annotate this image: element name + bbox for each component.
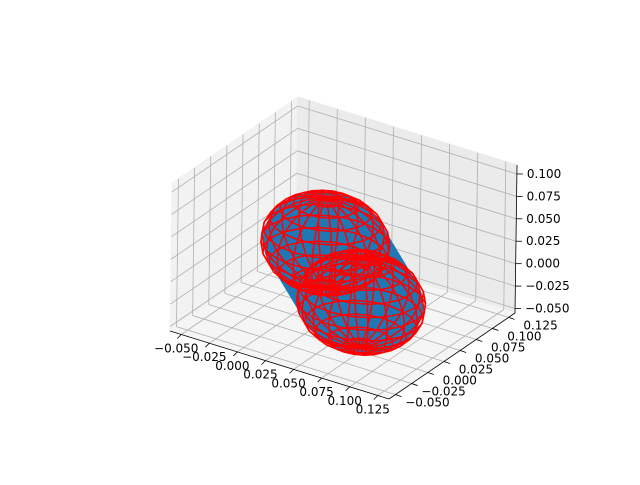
x-tick-label: 0.025	[243, 368, 277, 382]
longitude-meridian	[260, 197, 326, 289]
x-tick	[205, 342, 210, 348]
longitude-meridian	[360, 256, 406, 354]
longitude-meridian	[359, 251, 395, 348]
longitude-meridian	[327, 256, 363, 353]
x-tick-label: 0.050	[271, 376, 305, 390]
x-tick-label: 0.125	[356, 403, 390, 417]
wireframe-sphere-2	[295, 248, 427, 357]
x-tick-label: 0.075	[299, 385, 333, 399]
x-tick-label: −0.025	[182, 350, 226, 364]
x-grid-line-floor	[377, 309, 504, 396]
y-axis-line	[388, 312, 516, 400]
longitude-meridian	[295, 256, 362, 348]
longitude-meridian	[301, 256, 362, 349]
x-tick-label: −0.050	[154, 341, 198, 355]
z-axis-line	[514, 164, 518, 314]
y-tick	[395, 394, 402, 397]
longitude-meridian	[323, 198, 333, 297]
longitude-meridian	[359, 256, 389, 356]
x-axis-line	[169, 330, 390, 400]
y-grid-line-floor	[176, 326, 396, 395]
z-tick-label: 0.025	[526, 234, 560, 248]
longitude-meridian	[359, 257, 369, 357]
tick-marks	[176, 173, 523, 400]
x-grid-line-back	[447, 144, 451, 293]
longitude-meridian	[360, 256, 427, 348]
longitude-meridian	[324, 197, 353, 297]
longitude-meridian	[324, 192, 359, 289]
x-tick	[373, 395, 379, 400]
x-tick-labels: −0.050−0.0250.0000.0250.0500.0750.1000.1…	[154, 341, 390, 416]
z-grid-line-side	[171, 150, 298, 238]
z-tick-label: −0.050	[525, 302, 569, 316]
longitude-meridian	[360, 256, 421, 348]
y-tick	[459, 350, 467, 353]
y-grid-line-side	[192, 167, 196, 316]
sphere-wireframes	[260, 189, 427, 357]
x-grid-line-back	[503, 161, 507, 310]
y-tick-label: 0.050	[475, 351, 509, 365]
x-tick	[317, 377, 322, 383]
longitude-meridian	[311, 197, 327, 296]
longitude-meridian	[346, 257, 363, 356]
y-tick-labels: −0.050−0.0250.0000.0250.0500.0750.1000.1…	[405, 318, 557, 409]
y-grid-line-side	[208, 156, 212, 305]
x-grid-line-floor	[349, 300, 476, 388]
x-tick	[176, 334, 182, 339]
longitude-meridian	[304, 253, 362, 348]
z-grid-line-back	[297, 105, 517, 175]
y-grid-line-side	[256, 123, 260, 272]
longitude-meridian	[360, 256, 418, 351]
y-tick	[411, 383, 418, 386]
longitude-meridian	[268, 194, 327, 289]
z-tick-label: 0.050	[526, 212, 560, 226]
longitude-meridian	[324, 197, 391, 289]
x-grid-line-back	[475, 152, 479, 301]
z-tick-label: 0.100	[527, 167, 561, 181]
z-tick-label: −0.025	[525, 279, 569, 293]
y-tick	[427, 372, 434, 375]
y-tick-label: 0.100	[507, 329, 541, 343]
z-tick-label: 0.000	[526, 257, 560, 271]
y-grid-line-side	[176, 178, 179, 327]
x-tick	[233, 351, 238, 357]
y-tick-label: 0.000	[443, 374, 477, 388]
longitude-meridian	[353, 248, 363, 348]
y-tick-label: −0.050	[405, 396, 449, 410]
z-grid-line-back	[297, 128, 517, 197]
y-tick-label: 0.025	[459, 363, 493, 377]
y-grid-line-floor	[192, 315, 412, 384]
z-tick-labels: −0.050 −0.025 0.000 0.025 0.050 0.075 0.100	[525, 167, 570, 316]
y-tick-label: 0.075	[491, 340, 525, 354]
longitude-meridian	[265, 197, 327, 290]
y-tick	[492, 328, 499, 331]
x-tick	[261, 360, 266, 365]
z-grid-line-back	[296, 172, 517, 242]
y-tick	[476, 339, 483, 342]
x-tick-label: 0.000	[215, 359, 249, 373]
y-grid-line-side	[224, 145, 228, 294]
z-grid-line-side	[171, 128, 298, 215]
y-grid-line-side	[240, 134, 244, 283]
z-grid-line-side	[170, 172, 298, 260]
y-tick-label: −0.025	[421, 385, 465, 399]
y-tick	[443, 361, 451, 364]
x-tick	[345, 386, 350, 392]
longitude-meridian	[292, 197, 327, 294]
y-tick-label: 0.125	[523, 318, 557, 332]
x-tick	[289, 369, 294, 374]
x-grid-line-back	[419, 135, 422, 284]
x-tick-label: 0.100	[328, 394, 362, 408]
y-tick	[508, 317, 515, 320]
z-grid-line-back	[297, 150, 517, 220]
axis-lines	[169, 164, 518, 400]
z-grid-line-side	[171, 105, 299, 193]
z-tick-label: 0.075	[527, 189, 561, 203]
